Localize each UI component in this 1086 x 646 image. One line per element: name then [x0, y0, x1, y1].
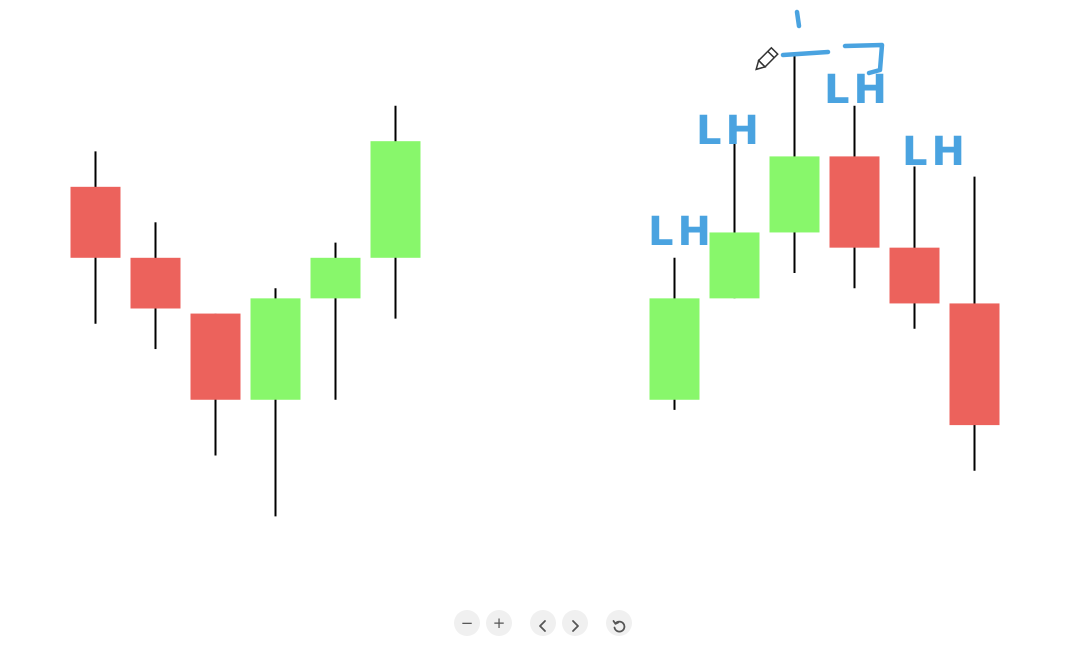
chevron-right-icon — [572, 620, 579, 632]
minus-icon: − — [460, 614, 474, 632]
bearish-candle-body — [829, 156, 880, 248]
zoom-in-button[interactable]: + — [486, 610, 512, 636]
bullish-candle-body — [370, 141, 421, 258]
left-candlestick-chart — [70, 105, 421, 517]
plus-icon: + — [492, 614, 506, 632]
pencil-cursor-icon — [755, 46, 779, 71]
bullish-candle-body — [310, 257, 361, 299]
next-button[interactable] — [562, 610, 588, 636]
bullish-candle-body — [250, 298, 301, 400]
reset-button[interactable] — [606, 610, 632, 636]
zoom-out-button[interactable]: − — [454, 610, 480, 636]
viewer-toolbar: − + — [452, 608, 642, 638]
annotation-label: LH — [902, 129, 969, 175]
right-candlestick-chart — [649, 55, 1000, 471]
bearish-candle-body — [889, 247, 940, 304]
annotation-label: LH — [696, 108, 763, 154]
handwritten-annotations: LH LH LH LH — [648, 9, 969, 255]
bearish-candle-body — [130, 257, 181, 309]
annotation-label: LH — [824, 67, 891, 113]
annotation-label: LH — [648, 209, 715, 255]
chevron-left-icon — [539, 620, 546, 632]
rotate-icon — [612, 620, 626, 633]
previous-button[interactable] — [530, 610, 556, 636]
bearish-candle-body — [949, 303, 1000, 426]
bearish-candle-body — [70, 186, 121, 258]
bullish-candle-body — [649, 298, 700, 400]
annotation-top-marks — [780, 9, 885, 76]
bearish-candle-body — [190, 313, 241, 400]
bullish-candle-body — [769, 156, 820, 233]
bullish-candle-body — [709, 232, 760, 299]
